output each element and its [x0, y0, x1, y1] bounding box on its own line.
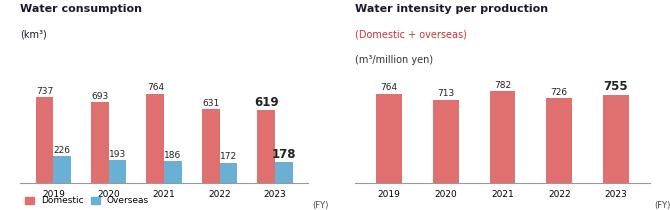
Text: 178: 178 [271, 148, 296, 161]
Bar [377, 94, 402, 183]
Bar [547, 98, 572, 183]
Text: 186: 186 [164, 151, 182, 160]
Text: 782: 782 [494, 81, 511, 90]
Text: 631: 631 [202, 99, 219, 108]
Bar [202, 109, 220, 183]
Legend: Domestic, Overseas: Domestic, Overseas [25, 197, 149, 206]
Bar [109, 160, 127, 183]
Text: 764: 764 [147, 83, 164, 92]
Bar [147, 94, 164, 183]
Text: 726: 726 [551, 88, 567, 97]
Text: Water intensity per production: Water intensity per production [355, 4, 548, 14]
Bar [91, 102, 109, 183]
Text: Water consumption: Water consumption [20, 4, 142, 14]
Text: 619: 619 [254, 96, 279, 109]
Text: 193: 193 [109, 150, 126, 159]
Bar [275, 162, 293, 183]
Text: 693: 693 [91, 92, 109, 101]
Bar [433, 100, 458, 183]
Bar [603, 95, 628, 183]
Text: 226: 226 [54, 146, 71, 155]
Text: 713: 713 [438, 89, 454, 98]
Text: (Domestic + overseas): (Domestic + overseas) [355, 29, 467, 39]
Bar [257, 110, 275, 183]
Text: (FY): (FY) [654, 201, 670, 210]
Text: 172: 172 [220, 152, 237, 161]
Text: (FY): (FY) [312, 201, 329, 210]
Bar [54, 156, 71, 183]
Bar [36, 97, 54, 183]
Text: (m³/million yen): (m³/million yen) [355, 55, 433, 65]
Bar [164, 161, 182, 183]
Bar [490, 92, 515, 183]
Text: 755: 755 [604, 80, 628, 93]
Text: (km³): (km³) [20, 29, 47, 39]
Text: 737: 737 [36, 87, 53, 96]
Text: 764: 764 [381, 83, 398, 92]
Bar [220, 163, 237, 183]
